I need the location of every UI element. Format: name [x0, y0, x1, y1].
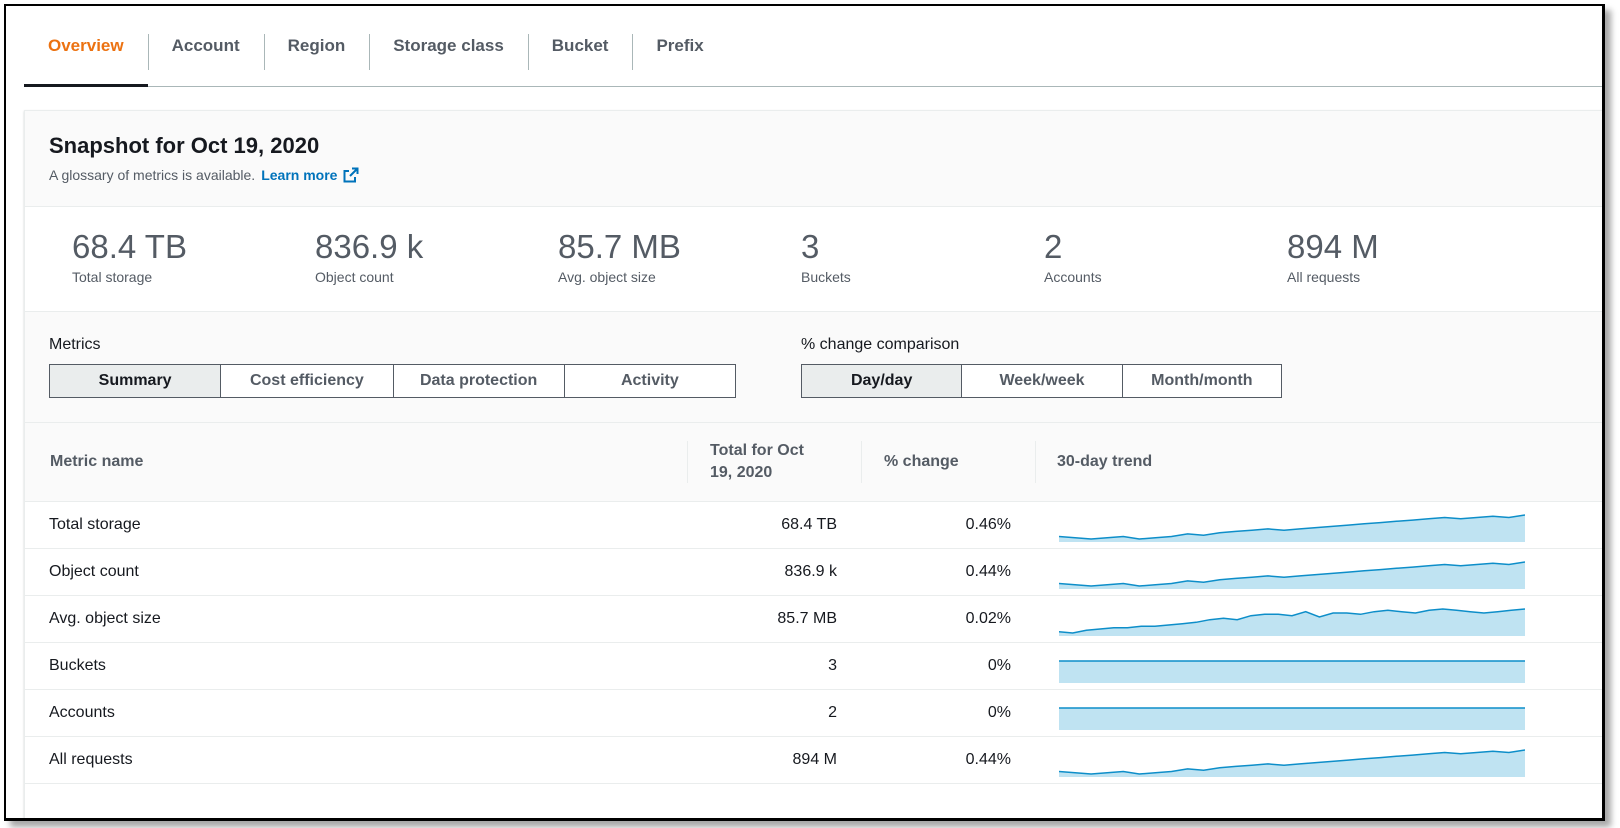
- stat-accounts: 2 Accounts: [1044, 227, 1102, 285]
- metric-total: 85.7 MB: [777, 610, 837, 627]
- table-row: Buckets 3 0%: [25, 643, 1602, 690]
- stat-label: Total storage: [72, 269, 153, 285]
- metrics-activity-button[interactable]: Activity: [563, 365, 735, 397]
- col-total: Total for Oct 19, 2020: [710, 423, 804, 501]
- stat-label: Avg. object size: [558, 269, 656, 285]
- metric-total: 894 M: [792, 751, 837, 768]
- trend-sparkline: [1059, 514, 1525, 542]
- table-row: All requests 894 M 0.44%: [25, 737, 1602, 784]
- sparkline-area: [1059, 515, 1525, 542]
- external-link-icon: [343, 167, 359, 183]
- metrics-summary-button[interactable]: Summary: [50, 365, 221, 397]
- tab-overview[interactable]: Overview: [24, 6, 148, 87]
- metric-change: 0.44%: [965, 751, 1011, 768]
- table-body: Total storage 68.4 TB 0.46% Object count…: [25, 502, 1602, 784]
- glossary-text: A glossary of metrics is available.: [49, 167, 256, 183]
- stat-label: Buckets: [801, 269, 851, 285]
- trend-sparkline: [1059, 608, 1525, 636]
- metric-name: Avg. object size: [49, 610, 161, 627]
- comparison-segmented-control: Day/day Week/week Month/month: [801, 364, 1282, 398]
- learn-more-link[interactable]: Learn more: [261, 167, 359, 183]
- metric-change: 0.46%: [965, 516, 1011, 533]
- glossary-note: A glossary of metrics is available. Lear…: [49, 167, 1602, 183]
- tab-prefix[interactable]: Prefix: [632, 6, 727, 86]
- trend-sparkline: [1059, 707, 1525, 730]
- table-row: Object count 836.9 k 0.44%: [25, 549, 1602, 596]
- stat-value: 3: [801, 228, 820, 265]
- metric-total: 836.9 k: [784, 563, 837, 580]
- trend-sparkline: [1059, 660, 1525, 683]
- col-total-line1: Total for Oct: [710, 442, 804, 459]
- comparison-week-button[interactable]: Week/week: [961, 365, 1121, 397]
- learn-more-label: Learn more: [261, 167, 338, 183]
- stat-value: 68.4 TB: [72, 228, 187, 265]
- table-row: Avg. object size 85.7 MB 0.02%: [25, 596, 1602, 643]
- metric-total: 3: [828, 657, 837, 674]
- metric-total: 68.4 TB: [781, 516, 837, 533]
- metric-change: 0%: [987, 657, 1011, 674]
- col-percent-change: % change: [884, 453, 959, 470]
- column-divider: [861, 441, 862, 483]
- metric-name: Object count: [49, 563, 139, 580]
- snapshot-panel: Snapshot for Oct 19, 2020 A glossary of …: [24, 110, 1602, 818]
- stat-label: All requests: [1287, 269, 1361, 285]
- sparkline-line: [1059, 561, 1525, 587]
- column-divider: [1035, 441, 1036, 483]
- sparkline-area: [1059, 562, 1525, 589]
- stat-all-requests: 894 M All requests: [1287, 227, 1379, 285]
- metric-name: Buckets: [49, 657, 106, 674]
- comparison-day-button[interactable]: Day/day: [802, 365, 962, 397]
- trend-sparkline: [1059, 749, 1525, 777]
- tab-region[interactable]: Region: [263, 6, 370, 86]
- tab-bar: Overview Account Region Storage class Bu…: [24, 6, 1602, 87]
- metrics-data-protection-button[interactable]: Data protection: [392, 365, 564, 397]
- stat-value: 85.7 MB: [558, 228, 681, 265]
- stat-object-count: 836.9 k Object count: [315, 227, 423, 285]
- comparison-label: % change comparison: [801, 336, 960, 353]
- sparkline-area: [1059, 708, 1525, 730]
- stat-avg-object-size: 85.7 MB Avg. object size: [558, 227, 681, 285]
- metric-change: 0.44%: [965, 563, 1011, 580]
- stat-value: 836.9 k: [315, 228, 424, 265]
- summary-stats: 68.4 TB Total storage 836.9 k Object cou…: [25, 207, 1602, 312]
- stat-label: Accounts: [1044, 269, 1102, 285]
- metrics-cost-efficiency-button[interactable]: Cost efficiency: [220, 365, 392, 397]
- metrics-segmented-control: Summary Cost efficiency Data protection …: [49, 364, 736, 398]
- sparkline-area: [1059, 661, 1525, 683]
- tab-storage-class[interactable]: Storage class: [369, 6, 528, 86]
- sparkline-line: [1059, 608, 1525, 634]
- controls-bar: Metrics Summary Cost efficiency Data pro…: [25, 312, 1602, 423]
- metric-name: Accounts: [49, 704, 115, 721]
- screenshot-frame: Overview Account Region Storage class Bu…: [4, 4, 1605, 821]
- col-metric-name: Metric name: [50, 453, 144, 470]
- snapshot-title: Snapshot for Oct 19, 2020: [49, 133, 320, 158]
- metric-change: 0%: [987, 704, 1011, 721]
- sparkline-area: [1059, 750, 1525, 777]
- metric-name: Total storage: [49, 516, 141, 533]
- sparkline-area: [1059, 609, 1525, 636]
- tab-bucket[interactable]: Bucket: [527, 6, 633, 86]
- stat-buckets: 3 Buckets: [801, 227, 851, 285]
- tab-account[interactable]: Account: [147, 6, 264, 86]
- stat-label: Object count: [315, 269, 394, 285]
- table-row: Total storage 68.4 TB 0.46%: [25, 502, 1602, 549]
- stat-value: 2: [1044, 228, 1063, 265]
- sparkline-line: [1059, 514, 1525, 540]
- sparkline-line: [1059, 749, 1525, 775]
- snapshot-header: Snapshot for Oct 19, 2020 A glossary of …: [25, 111, 1602, 207]
- metrics-label: Metrics: [49, 336, 101, 353]
- comparison-month-button[interactable]: Month/month: [1121, 365, 1281, 397]
- table-header: Metric name Total for Oct 19, 2020 % cha…: [25, 423, 1602, 502]
- col-trend: 30-day trend: [1057, 453, 1153, 470]
- table-row: Accounts 2 0%: [25, 690, 1602, 737]
- metric-name: All requests: [49, 751, 133, 768]
- stat-total-storage: 68.4 TB Total storage: [72, 227, 187, 285]
- trend-sparkline: [1059, 561, 1525, 589]
- column-divider: [687, 441, 688, 483]
- metric-total: 2: [828, 704, 837, 721]
- stat-value: 894 M: [1287, 228, 1379, 265]
- col-total-line2: 19, 2020: [710, 464, 773, 481]
- metric-change: 0.02%: [965, 610, 1011, 627]
